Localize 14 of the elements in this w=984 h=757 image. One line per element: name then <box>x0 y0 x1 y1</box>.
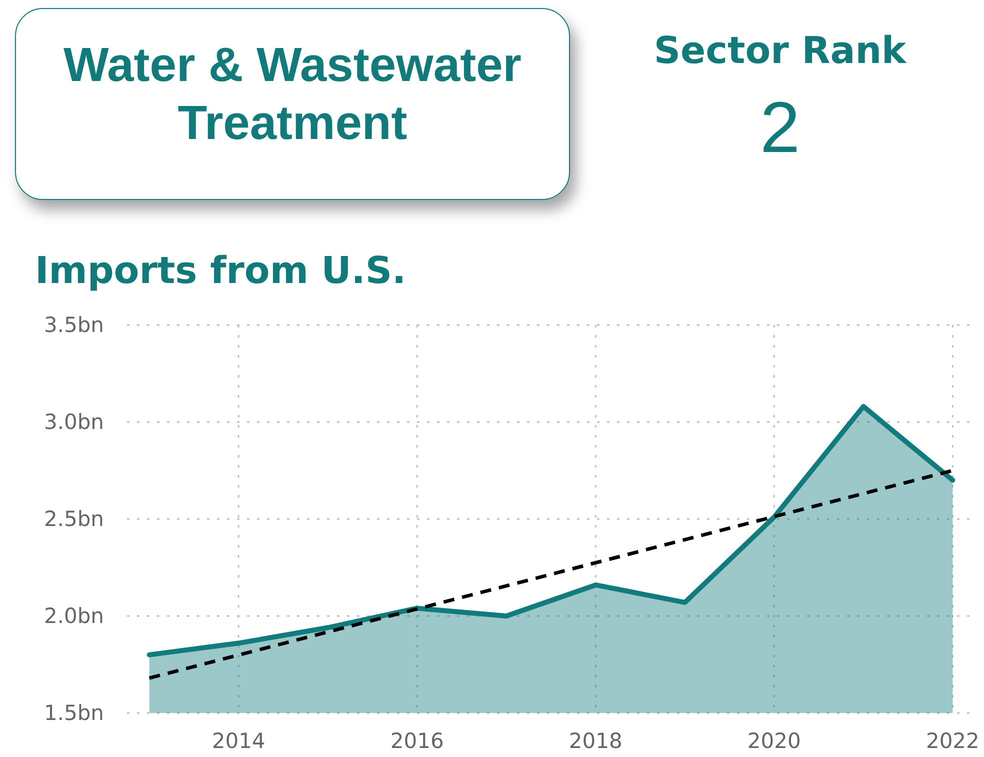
text: Water & Wastewater Treatment <box>64 39 522 150</box>
y-tick-label: 2.5bn <box>44 507 104 531</box>
y-tick-label: 3.5bn <box>44 313 104 337</box>
x-tick-label: 2018 <box>568 729 622 753</box>
y-tick-label: 2.0bn <box>44 604 104 628</box>
y-tick-label: 3.0bn <box>44 410 104 434</box>
text: Sector Rank <box>654 29 906 72</box>
chart-title: Imports from U.S. <box>35 249 406 292</box>
y-tick-label: 1.5bn <box>44 701 104 725</box>
data-label: 2 <box>760 88 800 168</box>
x-tick-label: 2016 <box>390 729 444 753</box>
x-tick-label: 2014 <box>212 729 266 753</box>
x-tick-label: 2022 <box>926 729 980 753</box>
x-tick-label: 2020 <box>747 729 801 753</box>
